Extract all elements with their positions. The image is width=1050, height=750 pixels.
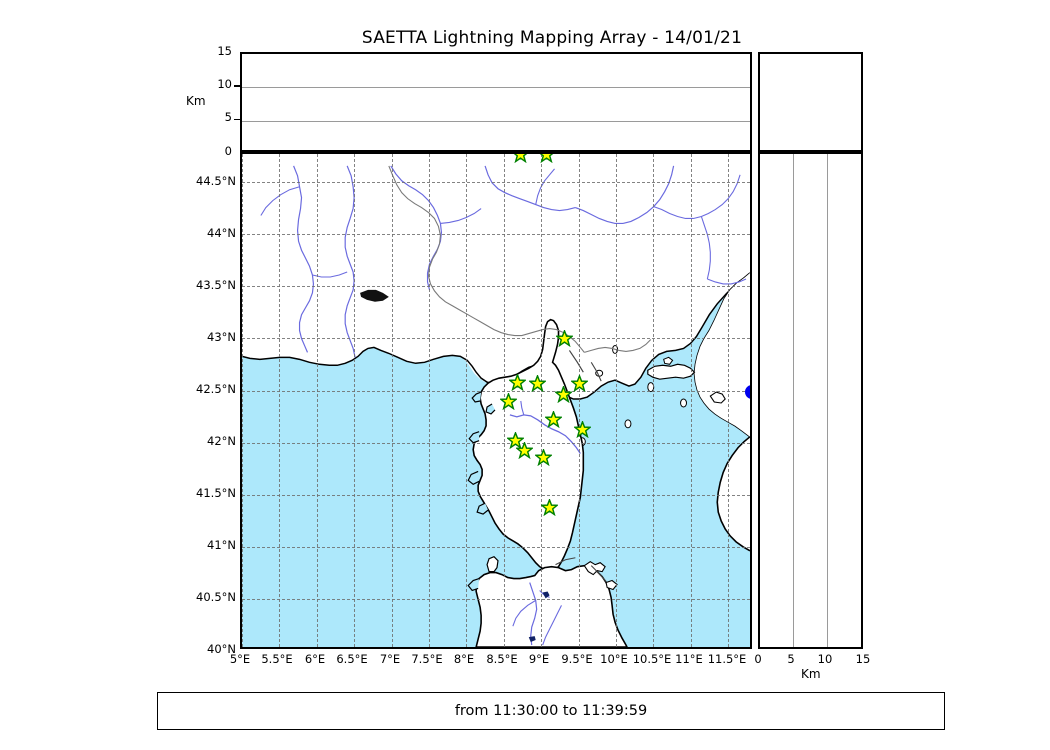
tick-lon-6: 6°E xyxy=(304,652,326,666)
axis-label-right-km: Km xyxy=(801,667,821,681)
gridline-lon-7.5 xyxy=(429,154,430,647)
gridline-lon-9.5 xyxy=(578,154,580,647)
station-marker[interactable] xyxy=(516,442,533,460)
gridline-lon-6.5 xyxy=(354,154,356,647)
gridline-lat-44 xyxy=(242,234,750,236)
tick-lat-44: 44°N xyxy=(207,226,236,240)
gridline-lat-41.5 xyxy=(242,494,750,496)
station-marker[interactable] xyxy=(512,152,529,163)
gridline-lat-43.5 xyxy=(242,286,750,288)
panel-map[interactable] xyxy=(240,152,752,649)
tick-lat-43: 43°N xyxy=(207,330,236,344)
gridline-y5 xyxy=(242,120,750,122)
source-marker[interactable] xyxy=(745,385,750,399)
gridline-lat-40.5 xyxy=(242,598,750,600)
tick-lon-11: 11°E xyxy=(675,652,703,666)
tick-lon-5.5: 5.5°E xyxy=(261,652,293,666)
gridline-lon-10.5 xyxy=(653,154,655,647)
gridline-lon-5 xyxy=(242,154,243,647)
tick-lat-42: 42°N xyxy=(207,434,236,448)
caption-text: from 11:30:00 to 11:39:59 xyxy=(454,703,648,719)
tick-top-y-5: 5 xyxy=(224,110,232,124)
gridline-lat-42 xyxy=(242,442,750,444)
tick-top-y-15: 15 xyxy=(217,44,232,58)
map-geography xyxy=(242,154,750,647)
tick-lon-5: 5°E xyxy=(229,652,251,666)
tick-lon-9: 9°E xyxy=(528,652,550,666)
gridline-lon-8 xyxy=(466,154,468,647)
tick-right-x-10: 10 xyxy=(817,652,833,666)
gridline-lon-5.5 xyxy=(279,154,281,647)
panel-corner[interactable] xyxy=(758,52,863,152)
page-title: SAETTA Lightning Mapping Array - 14/01/2… xyxy=(361,28,743,48)
tick-lon-8: 8°E xyxy=(453,652,475,666)
station-marker[interactable] xyxy=(571,374,589,392)
gridline-lon-6 xyxy=(316,154,318,647)
tick-lon-7: 7°E xyxy=(379,652,401,666)
gridline-x10 xyxy=(826,154,828,647)
station-marker[interactable] xyxy=(499,392,517,410)
gridline-lon-10 xyxy=(616,154,617,647)
station-marker[interactable] xyxy=(538,152,555,163)
gridline-x5 xyxy=(793,154,795,647)
time-window-caption: from 11:30:00 to 11:39:59 xyxy=(157,692,945,730)
station-marker[interactable] xyxy=(507,432,524,449)
gridline-lat-42.5 xyxy=(242,390,750,392)
gridline-lon-11.5 xyxy=(728,154,730,647)
axis-label-top-km: Km xyxy=(186,94,206,108)
tick-lat-44.5: 44.5°N xyxy=(196,174,236,188)
station-marker[interactable] xyxy=(574,420,592,438)
panel-latitude-vs-altitude[interactable] xyxy=(758,152,863,649)
gridline-lon-9 xyxy=(541,154,543,647)
tick-lon-8.5: 8.5°E xyxy=(486,652,518,666)
tickmark-top-y-5 xyxy=(234,118,240,120)
tick-lon-9.5: 9.5°E xyxy=(561,652,593,666)
station-marker[interactable] xyxy=(534,448,552,466)
panel-altitude-vs-longitude[interactable] xyxy=(240,52,752,152)
tick-lon-6.5: 6.5°E xyxy=(336,652,368,666)
gridline-lat-43 xyxy=(242,338,750,340)
station-marker[interactable] xyxy=(554,386,572,404)
gridline-lat-44.5 xyxy=(242,182,750,184)
tick-lat-42.5: 42.5°N xyxy=(196,382,236,396)
gridline-lon-11 xyxy=(690,154,692,647)
tick-right-x-5: 5 xyxy=(787,652,795,666)
station-marker[interactable] xyxy=(540,498,558,516)
station-marker[interactable] xyxy=(508,373,526,391)
station-marker[interactable] xyxy=(545,411,563,429)
tick-lat-41: 41°N xyxy=(207,538,236,552)
tick-right-x-15: 15 xyxy=(855,652,871,666)
gridline-lon-7 xyxy=(391,154,393,647)
tick-right-x-0: 0 xyxy=(754,652,762,666)
station-marker[interactable] xyxy=(529,374,547,392)
gridline-y10 xyxy=(242,87,750,89)
tick-lon-10: 10°E xyxy=(600,652,628,666)
tick-lat-41.5: 41.5°N xyxy=(196,486,236,500)
tick-lon-11.5: 11.5°E xyxy=(707,652,747,666)
tick-top-y-10: 10 xyxy=(217,77,232,91)
tick-lat-40: 40°N xyxy=(207,642,236,656)
tick-lat-40.5: 40.5°N xyxy=(196,590,236,604)
tickmark-top-y-10 xyxy=(234,85,240,87)
station-marker[interactable] xyxy=(556,329,574,347)
tick-lat-43.5: 43.5°N xyxy=(196,278,236,292)
tick-top-y-0: 0 xyxy=(224,144,232,158)
tick-lon-7.5: 7.5°E xyxy=(411,652,443,666)
gridline-lat-41 xyxy=(242,546,750,548)
tick-lon-10.5: 10.5°E xyxy=(632,652,672,666)
